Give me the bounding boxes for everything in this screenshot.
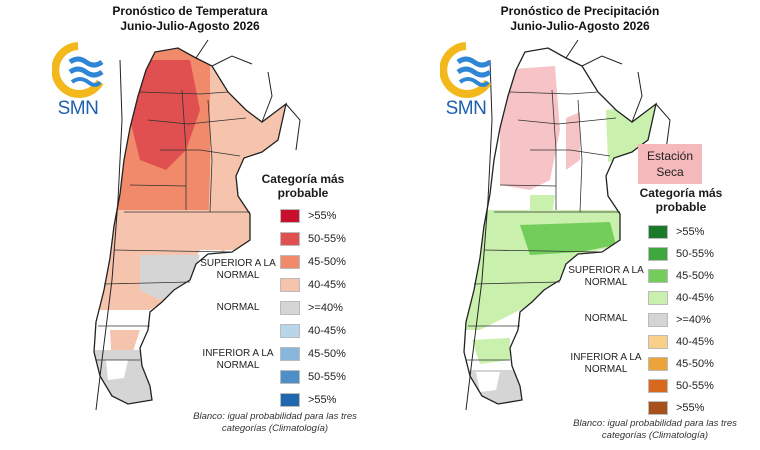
normal-group-label: NORMAL [216, 302, 260, 313]
legend-label: 45-50% [308, 348, 346, 360]
legend-item: 45-50% [280, 254, 346, 270]
legend-swatch [280, 324, 300, 338]
legend-label: 45-50% [676, 358, 714, 370]
legend-item: 45-50% [648, 268, 714, 284]
smn-logo-icon [51, 42, 104, 98]
lower-group-label: INFERIOR A LA NORMAL [202, 348, 274, 371]
legend-swatch [280, 232, 300, 246]
smn-logo-icon [439, 42, 492, 98]
legend-item: 45-50% [648, 356, 714, 372]
legend-item: >=40% [648, 312, 711, 328]
legend-label: 40-45% [308, 279, 346, 291]
legend-label: >55% [676, 226, 705, 238]
legend-item: >55% [648, 400, 704, 416]
legend-label: >=40% [676, 314, 711, 326]
legend-swatch [280, 370, 300, 384]
legend-item: >=40% [280, 300, 343, 316]
legend-item: 40-45% [648, 334, 714, 350]
title-line-2: Junio-Julio-Agosto 2026 [510, 19, 650, 33]
temperature-panel: Pronóstico de Temperatura Junio-Julio-Ag… [51, 4, 357, 434]
legend-label: 45-50% [308, 256, 346, 268]
smn-logo: SMN [439, 42, 492, 120]
legend-swatch [648, 269, 668, 283]
legend-item: >55% [280, 392, 336, 408]
legend-swatch [280, 255, 300, 269]
legend-label: >55% [308, 394, 337, 406]
legend-swatch [280, 278, 300, 292]
upper-group-label: SUPERIOR A LA NORMAL [568, 265, 644, 288]
smn-logo-text: SMN [445, 98, 487, 119]
legend-item: 45-50% [280, 346, 346, 362]
precipitation-title: Pronóstico de Precipitación Junio-Julio-… [450, 4, 710, 34]
legend-item: 40-45% [280, 323, 346, 339]
legend-label: 50-55% [308, 233, 346, 245]
legend-item: 40-45% [648, 290, 714, 306]
legend-swatch [648, 313, 668, 327]
title-line-1: Pronóstico de Temperatura [112, 4, 268, 18]
legend-item: >55% [280, 208, 336, 224]
temperature-map [93, 39, 301, 411]
upper-group-label: SUPERIOR A LA NORMAL [200, 258, 276, 281]
legend-item: 50-55% [648, 378, 714, 394]
temperature-title: Pronóstico de Temperatura Junio-Julio-Ag… [60, 4, 320, 34]
title-line-1: Pronóstico de Precipitación [500, 4, 660, 18]
legend-label: 40-45% [676, 336, 714, 348]
legend-item: 50-55% [648, 246, 714, 262]
legend-item: 40-45% [280, 277, 346, 293]
legend-label: >=40% [308, 302, 343, 314]
normal-group-label: NORMAL [584, 313, 628, 324]
legend-swatch [648, 225, 668, 239]
legend-label: 40-45% [308, 325, 346, 337]
legend-swatch [648, 357, 668, 371]
legend-label: 45-50% [676, 270, 714, 282]
legend-label: 40-45% [676, 292, 714, 304]
legend-swatch [280, 301, 300, 315]
title-line-2: Junio-Julio-Agosto 2026 [120, 19, 260, 33]
legend-swatch [648, 401, 668, 415]
smn-logo: SMN [51, 42, 104, 120]
legend-swatch [648, 247, 668, 261]
legend-label: 50-55% [676, 248, 714, 260]
precipitation-map [463, 39, 671, 411]
legend-title: Categoría más probable [639, 186, 723, 214]
legend-swatch [648, 335, 668, 349]
lower-group-label: INFERIOR A LA NORMAL [570, 352, 642, 375]
legend-label: 50-55% [308, 371, 346, 383]
legend-label: >55% [676, 402, 705, 414]
precipitation-panel: Pronóstico de Precipitación Junio-Julio-… [380, 0, 760, 450]
smn-logo-text: SMN [57, 98, 99, 119]
dry-station-box: Estación Seca [638, 144, 702, 184]
legend-item: 50-55% [280, 369, 346, 385]
legend-swatch [648, 291, 668, 305]
legend-swatch [280, 347, 300, 361]
footnote: Blanco: igual probabilidad para las tres… [193, 411, 357, 434]
legend-label: 50-55% [676, 380, 714, 392]
legend-swatch [648, 379, 668, 393]
footnote: Blanco: igual probabilidad para las tres… [573, 418, 737, 441]
legend-label: >55% [308, 210, 337, 222]
legend-swatch [280, 209, 300, 223]
legend-item: 50-55% [280, 231, 346, 247]
legend-item: >55% [648, 224, 704, 240]
legend-swatch [280, 393, 300, 407]
legend-title: Categoría más probable [261, 172, 345, 200]
